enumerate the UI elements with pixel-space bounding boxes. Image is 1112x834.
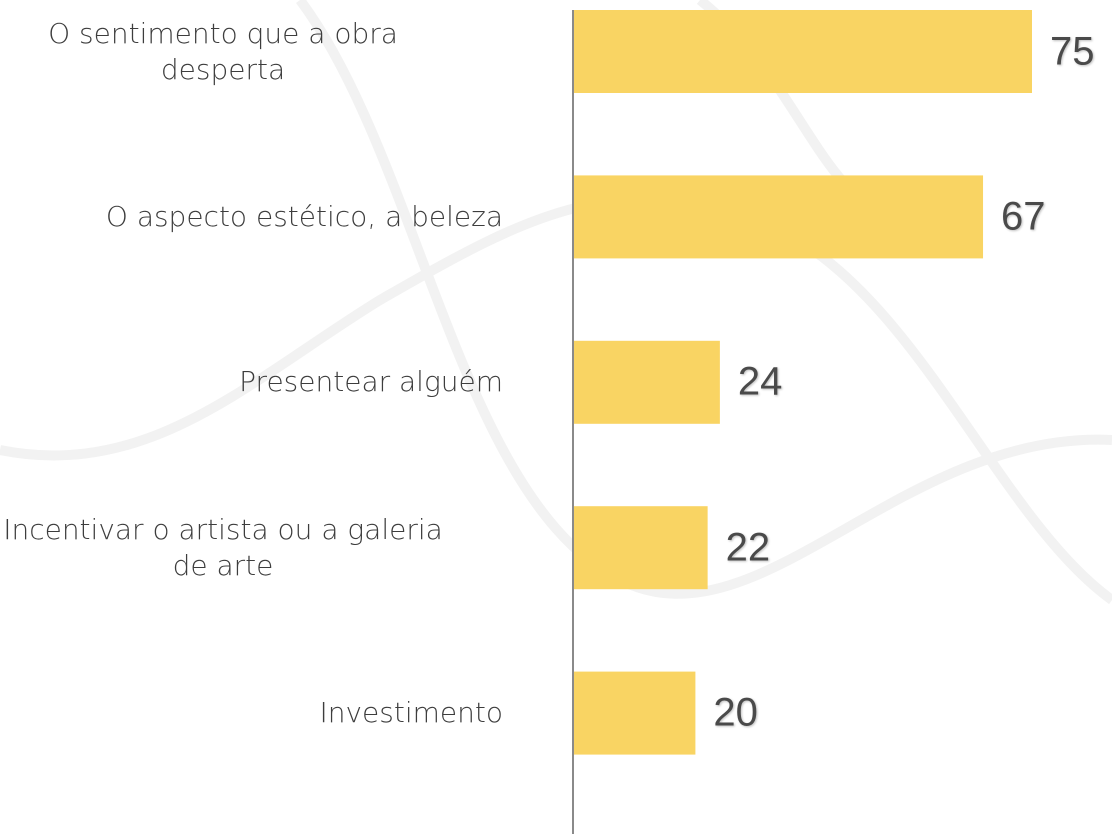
- value-label: 24: [737, 359, 783, 404]
- category-label: Presentear alguém: [239, 365, 503, 399]
- bar: [574, 671, 696, 755]
- value-label: 67: [1001, 194, 1046, 239]
- category-label: O sentimento que a obra desperta: [48, 16, 398, 86]
- value-label: 20: [713, 690, 758, 735]
- category-label: Investimento: [319, 696, 503, 730]
- bar: [574, 175, 984, 259]
- value-label: 75: [1050, 29, 1095, 73]
- bar: [574, 10, 1032, 93]
- value-label: 22: [725, 525, 771, 570]
- bar: [574, 340, 720, 424]
- category-label: Incentivar o artista ou a galeria de art…: [3, 512, 443, 582]
- category-label: O aspecto estético, a beleza: [105, 199, 503, 233]
- bar: [574, 506, 708, 590]
